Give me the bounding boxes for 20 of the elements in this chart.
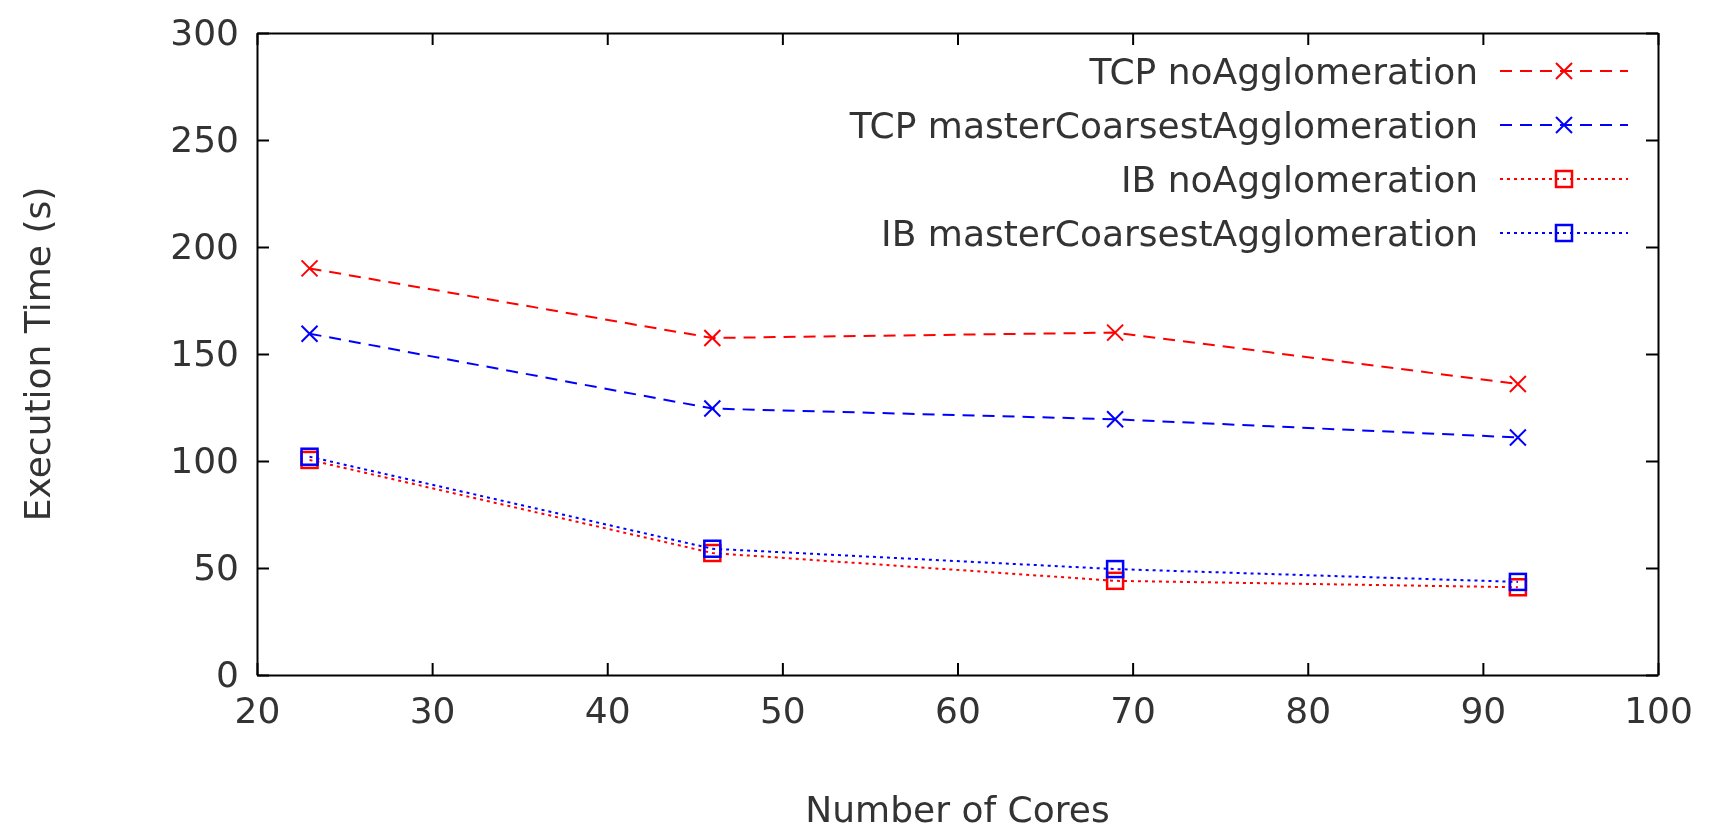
- y-tick-label: 250: [170, 119, 239, 161]
- x-tick-label: 100: [1624, 689, 1693, 731]
- x-axis-title: Number of Cores: [805, 789, 1110, 830]
- x-tick-label: 50: [759, 689, 806, 731]
- y-tick-label: 200: [170, 226, 239, 268]
- x-tick-label: 60: [935, 689, 981, 731]
- x-tick-label: 30: [409, 689, 456, 731]
- x-tick-label: 90: [1460, 689, 1507, 731]
- x-tick-label: 70: [1110, 689, 1157, 731]
- y-tick-label: 50: [193, 547, 239, 589]
- legend-label: TCP noAgglomeration: [1088, 50, 1478, 92]
- legend-label: IB masterCoarsestAgglomeration: [881, 212, 1478, 254]
- y-tick-label: 300: [170, 12, 239, 54]
- y-axis-title: Execution Time (s): [17, 186, 58, 522]
- legend-label: TCP masterCoarsestAgglomeration: [848, 104, 1478, 146]
- y-tick-label: 150: [170, 333, 239, 375]
- x-tick-label: 40: [584, 689, 631, 731]
- legend-label: IB noAgglomeration: [1121, 158, 1478, 200]
- x-tick-label: 80: [1285, 689, 1332, 731]
- y-tick-label: 100: [170, 440, 239, 482]
